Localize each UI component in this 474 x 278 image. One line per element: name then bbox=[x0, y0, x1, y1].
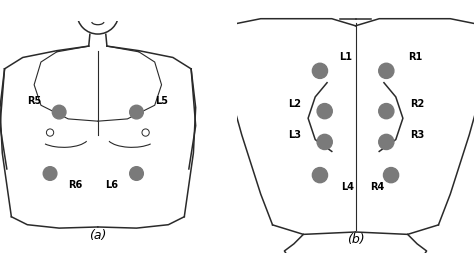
Text: L5: L5 bbox=[155, 96, 168, 106]
Circle shape bbox=[379, 134, 394, 150]
Circle shape bbox=[317, 134, 332, 150]
Circle shape bbox=[130, 105, 143, 119]
Text: R2: R2 bbox=[410, 99, 424, 109]
Text: R3: R3 bbox=[410, 130, 424, 140]
Circle shape bbox=[379, 103, 394, 119]
Circle shape bbox=[52, 105, 66, 119]
Text: R1: R1 bbox=[408, 52, 422, 62]
Circle shape bbox=[312, 63, 328, 78]
Text: L1: L1 bbox=[339, 52, 352, 62]
Text: R5: R5 bbox=[27, 96, 41, 106]
Text: L4: L4 bbox=[341, 182, 354, 192]
Circle shape bbox=[130, 167, 143, 180]
Circle shape bbox=[43, 167, 57, 180]
Circle shape bbox=[379, 63, 394, 78]
Circle shape bbox=[312, 168, 328, 183]
Text: L2: L2 bbox=[288, 99, 301, 109]
Text: (b): (b) bbox=[346, 233, 365, 246]
Text: L6: L6 bbox=[105, 180, 118, 190]
Text: L3: L3 bbox=[288, 130, 301, 140]
Circle shape bbox=[383, 168, 399, 183]
Text: R6: R6 bbox=[68, 180, 82, 190]
Text: R4: R4 bbox=[370, 182, 384, 192]
Circle shape bbox=[317, 103, 332, 119]
Text: (a): (a) bbox=[89, 229, 107, 242]
